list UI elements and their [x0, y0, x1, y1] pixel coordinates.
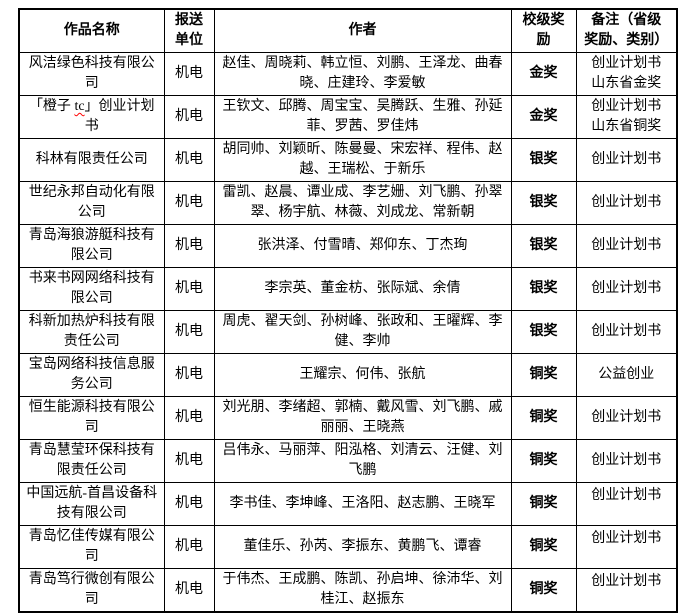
col-header-authors: 作者 [213, 8, 512, 53]
col-header-unit: 报送 单位 [163, 8, 215, 53]
authors-cell: 于伟杰、王成鹏、陈凯、孙启坤、徐沛华、刘桂江、赵振东 [213, 568, 512, 613]
unit-cell: 机电 [163, 353, 215, 397]
note-cell: 创业计划书 [575, 439, 678, 483]
table-body: 风洁绿色科技有限公司 机电 赵佳、周晓莉、韩立恒、刘鹏、王泽龙、曲春晓、庄建玲、李爱… [18, 52, 678, 613]
authors-cell: 张洪泽、付雪晴、郑仰东、丁杰珣 [213, 224, 512, 268]
note-cell: 公益创业 [575, 353, 678, 397]
table-row: 「橙子 tc」创业计划书 机电 王钦文、邱腾、周宝宝、吴腾跃、生雅、孙延菲、罗茜、罗… [18, 95, 678, 139]
unit-cell: 机电 [163, 224, 215, 268]
unit-cell: 机电 [163, 95, 215, 139]
work-name-cell: 青岛海狼游艇科技有限公司 [18, 224, 165, 268]
authors-cell: 吕伟永、马丽萍、阳泓格、刘清云、汪健、刘飞鹏 [213, 439, 512, 483]
table-row: 青岛慧莹环保科技有限责任公司 机电 吕伟永、马丽萍、阳泓格、刘清云、汪健、刘飞鹏 铜奖… [18, 439, 678, 483]
table-row: 科林有限责任公司 机电 胡同帅、刘颖昕、陈曼曼、宋宏祥、程伟、赵越、王瑞松、于新乐银… [18, 138, 678, 182]
unit-cell: 机电 [163, 568, 215, 613]
unit-cell: 机电 [163, 396, 215, 440]
award-cell: 银奖 [510, 267, 577, 311]
authors-cell: 胡同帅、刘颖昕、陈曼曼、宋宏祥、程伟、赵越、王瑞松、于新乐 [213, 138, 512, 182]
note-cell: 创业计划书 [575, 482, 678, 526]
award-cell: 铜奖 [510, 396, 577, 440]
unit-cell: 机电 [163, 439, 215, 483]
table-row: 青岛忆佳传媒有限公司 机电 董佳乐、孙芮、李振东、黄鹏飞、谭睿 铜奖 创业计划书 [18, 525, 678, 569]
table-row: 恒生能源科技有限公司 机电 刘光朋、李绪超、郭楠、戴风雪、刘飞鹏、戚丽丽、王晓燕 铜奖… [18, 396, 678, 440]
note-cell: 创业计划书 [575, 525, 678, 569]
work-name-cell: 科新加热炉科技有限责任公司 [18, 310, 165, 354]
authors-cell: 李书佳、李坤峰、王洛阳、赵志鹏、王晓军 [213, 482, 512, 526]
award-cell: 铜奖 [510, 525, 577, 569]
unit-cell: 机电 [163, 138, 215, 182]
authors-cell: 雷凯、赵晨、谭业成、李艺姗、刘飞鹏、孙翠翠、杨宇航、林薇、刘成龙、常新朝 [213, 181, 512, 225]
award-cell: 铜奖 [510, 353, 577, 397]
authors-cell: 王钦文、邱腾、周宝宝、吴腾跃、生雅、孙延菲、罗茜、罗佳炜 [213, 95, 512, 139]
work-name-cell: 中国远航-首昌设备科技有限公司 [18, 482, 165, 526]
award-cell: 银奖 [510, 310, 577, 354]
authors-cell: 周虎、翟天剑、孙树峰、张政和、王曜辉、李健、李帅 [213, 310, 512, 354]
col-header-note: 备注（省级 奖励、类别） [575, 8, 678, 53]
award-cell: 铜奖 [510, 568, 577, 613]
work-name-cell: 青岛慧莹环保科技有限责任公司 [18, 439, 165, 483]
authors-cell: 赵佳、周晓莉、韩立恒、刘鹏、王泽龙、曲春晓、庄建玲、李爱敏 [213, 52, 512, 96]
unit-cell: 机电 [163, 52, 215, 96]
work-name-text: 」创业计划书 [84, 99, 155, 134]
table-row: 青岛海狼游艇科技有限公司 机电 张洪泽、付雪晴、郑仰东、丁杰珣 银奖 创业计划书 [18, 224, 678, 268]
note-cell: 创业计划书 [575, 138, 678, 182]
authors-cell: 董佳乐、孙芮、李振东、黄鹏飞、谭睿 [213, 525, 512, 569]
unit-cell: 机电 [163, 482, 215, 526]
note-cell: 创业计划书 [575, 267, 678, 311]
table-row: 中国远航-首昌设备科技有限公司 机电 李书佳、李坤峰、王洛阳、赵志鹏、王晓军 铜奖 创业… [18, 482, 678, 526]
awards-table: 作品名称 报送 单位 作者 校级奖 励 备注（省级 奖励、类别） 风洁绿色科技有… [18, 8, 678, 613]
unit-cell: 机电 [163, 181, 215, 225]
award-cell: 银奖 [510, 138, 577, 182]
note-cell: 创业计划书 [575, 396, 678, 440]
authors-cell: 李宗英、董金枋、张际斌、余倩 [213, 267, 512, 311]
note-cell: 创业计划书 [575, 568, 678, 613]
work-name-cell: 宝岛网络科技信息服务公司 [18, 353, 165, 397]
authors-cell: 刘光朋、李绪超、郭楠、戴风雪、刘飞鹏、戚丽丽、王晓燕 [213, 396, 512, 440]
work-name-text: 「橙子 [28, 99, 75, 114]
unit-cell: 机电 [163, 267, 215, 311]
table-row: 宝岛网络科技信息服务公司 机电 王耀宗、何伟、张航 铜奖 公益创业 [18, 353, 678, 397]
table-row: 书来书网网络科技有限公司 机电 李宗英、董金枋、张际斌、余倩 银奖 创业计划书 [18, 267, 678, 311]
award-cell: 铜奖 [510, 439, 577, 483]
table-row: 科新加热炉科技有限责任公司 机电 周虎、翟天剑、孙树峰、张政和、王曜辉、李健、李帅银… [18, 310, 678, 354]
work-name-cell: 青岛忆佳传媒有限公司 [18, 525, 165, 569]
table-row: 青岛笃行微创有限公司 机电 于伟杰、王成鹏、陈凯、孙启坤、徐沛华、刘桂江、赵振东 铜奖… [18, 568, 678, 613]
award-cell: 银奖 [510, 181, 577, 225]
work-name-cell: 恒生能源科技有限公司 [18, 396, 165, 440]
note-cell: 创业计划书 [575, 181, 678, 225]
unit-cell: 机电 [163, 525, 215, 569]
unit-cell: 机电 [163, 310, 215, 354]
work-name-cell: 世纪永邦自动化有限公司 [18, 181, 165, 225]
work-name-cell: 书来书网网络科技有限公司 [18, 267, 165, 311]
award-cell: 银奖 [510, 224, 577, 268]
col-header-award: 校级奖 励 [510, 8, 577, 53]
note-cell: 创业计划书 [575, 224, 678, 268]
table-row: 风洁绿色科技有限公司 机电 赵佳、周晓莉、韩立恒、刘鹏、王泽龙、曲春晓、庄建玲、李爱… [18, 52, 678, 96]
col-header-work-name: 作品名称 [18, 8, 165, 53]
note-cell: 创业计划书 山东省金奖 [575, 52, 678, 96]
header-row: 作品名称 报送 单位 作者 校级奖 励 备注（省级 奖励、类别） [18, 8, 678, 53]
work-name-cell: 青岛笃行微创有限公司 [18, 568, 165, 613]
authors-cell: 王耀宗、何伟、张航 [213, 353, 512, 397]
award-cell: 金奖 [510, 95, 577, 139]
award-cell: 金奖 [510, 52, 577, 96]
award-cell: 铜奖 [510, 482, 577, 526]
work-name-cell: 科林有限责任公司 [18, 138, 165, 182]
work-name-cell: 风洁绿色科技有限公司 [18, 52, 165, 96]
work-name-cell: 「橙子 tc」创业计划书 [18, 95, 165, 139]
note-cell: 创业计划书 山东省铜奖 [575, 95, 678, 139]
note-cell: 创业计划书 [575, 310, 678, 354]
spellcheck-underline: tc [74, 99, 85, 114]
table-row: 世纪永邦自动化有限公司 机电 雷凯、赵晨、谭业成、李艺姗、刘飞鹏、孙翠翠、杨宇航、林… [18, 181, 678, 225]
